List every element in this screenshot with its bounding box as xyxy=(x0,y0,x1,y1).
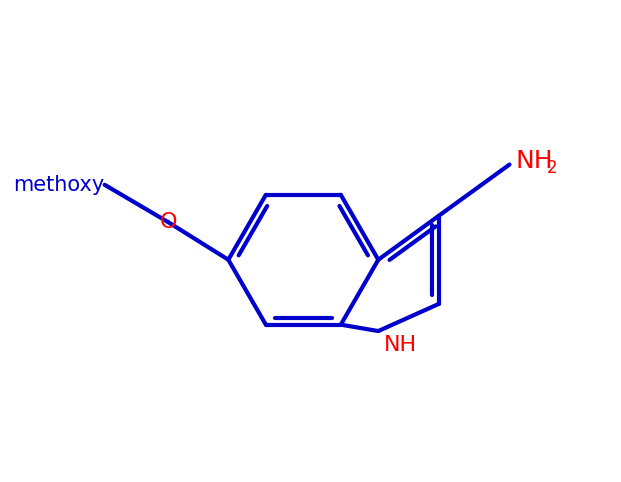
Text: methoxy: methoxy xyxy=(14,175,104,195)
Text: O: O xyxy=(160,212,177,232)
Text: NH: NH xyxy=(515,149,553,173)
Text: NH: NH xyxy=(384,335,417,355)
Text: 2: 2 xyxy=(547,159,558,176)
